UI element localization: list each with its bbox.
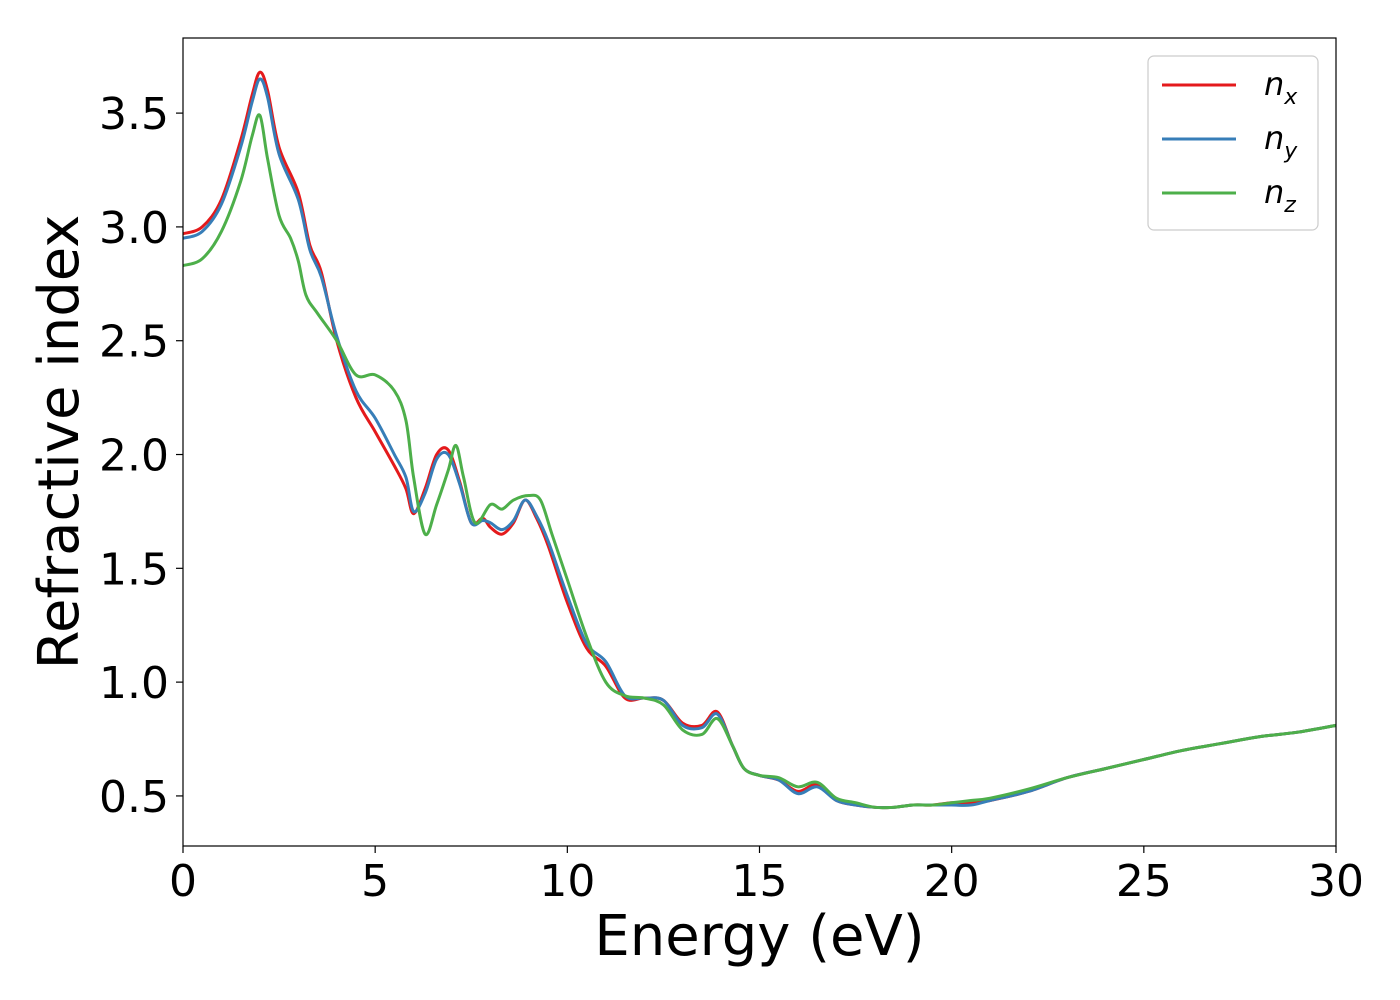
legend-label-subscript: y xyxy=(1283,139,1298,164)
x-tick-label: 10 xyxy=(539,856,595,907)
legend-label-base: n xyxy=(1264,119,1284,157)
y-tick-label: 2.5 xyxy=(99,317,169,368)
x-tick-label: 20 xyxy=(924,856,980,907)
y-tick-label: 0.5 xyxy=(99,772,169,823)
y-axis-title: Refractive index xyxy=(27,215,92,670)
y-tick-label: 1.5 xyxy=(99,544,169,595)
x-tick-label: 0 xyxy=(169,856,197,907)
legend-label-subscript: x xyxy=(1283,85,1298,110)
y-tick-label: 1.0 xyxy=(99,658,169,709)
legend-label-nx: nx xyxy=(1264,65,1298,110)
x-axis-title: Energy (eV) xyxy=(594,904,924,969)
y-tick-label: 3.0 xyxy=(99,203,169,254)
series-line-ny xyxy=(182,77,1337,810)
legend-box xyxy=(1147,55,1319,231)
legend-label-subscript: z xyxy=(1283,193,1296,218)
x-tick-label: 30 xyxy=(1308,856,1364,907)
axis-ticks: 0 5 10 15 20 25 30 0.5 1.0 1.5 2.0 2.5 3.0 3.5 xyxy=(99,89,1364,907)
x-tick-label: 15 xyxy=(732,856,788,907)
series-line-nz xyxy=(182,113,1337,810)
legend-label-base: n xyxy=(1264,173,1284,211)
legend-label-ny: ny xyxy=(1264,119,1298,164)
legend-label-base: n xyxy=(1264,65,1284,103)
y-tick-label: 3.5 xyxy=(99,89,169,140)
series-layer xyxy=(182,70,1337,810)
x-tick-label: 25 xyxy=(1116,856,1172,907)
y-tick-label: 2.0 xyxy=(99,431,169,482)
x-tick-label: 5 xyxy=(361,856,389,907)
legend-label-nz: nz xyxy=(1264,173,1296,218)
